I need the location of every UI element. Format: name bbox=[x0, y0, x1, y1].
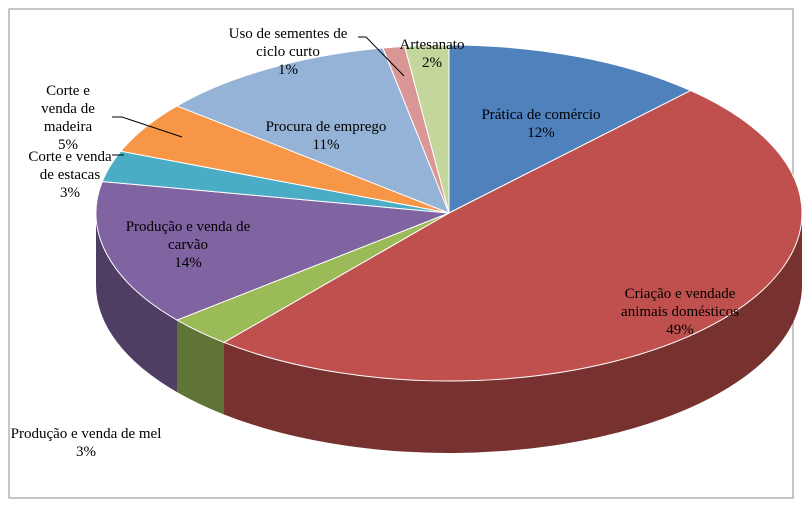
pie-slice bbox=[222, 89, 803, 382]
data-label: Produção e venda de carvão 14% bbox=[106, 218, 271, 272]
data-label: Uso de sementes de ciclo curto 1% bbox=[215, 25, 361, 79]
data-label: Produção e venda de mel 3% bbox=[7, 425, 165, 461]
pie-slice bbox=[175, 47, 450, 214]
category-label: Criação e vendade animais domésticos bbox=[621, 286, 739, 320]
pie-slice-side bbox=[177, 320, 224, 415]
data-label: Artesanato 2% bbox=[386, 36, 478, 72]
value-label: 2% bbox=[422, 55, 442, 71]
data-label: Prática de comércio 12% bbox=[461, 106, 621, 142]
pie-slice bbox=[95, 180, 450, 321]
leader-lines bbox=[112, 36, 405, 156]
pie-tops bbox=[95, 44, 803, 382]
data-label: Procura de emprego 11% bbox=[246, 118, 406, 154]
value-label: 12% bbox=[527, 125, 555, 141]
category-label: Corte e venda de estacas bbox=[28, 149, 112, 183]
pie-slice bbox=[404, 44, 450, 214]
value-label: 49% bbox=[666, 322, 694, 338]
value-label: 3% bbox=[60, 185, 80, 201]
value-label: 5% bbox=[58, 137, 78, 153]
leader-line bbox=[112, 116, 183, 138]
data-label: Corte e venda de madeira 5% bbox=[32, 82, 104, 154]
pie-slice-side bbox=[96, 213, 178, 393]
category-label: Corte e venda de madeira bbox=[41, 83, 95, 135]
pie-slice-side bbox=[223, 213, 803, 453]
category-label: Uso de sementes de ciclo curto bbox=[228, 26, 348, 60]
category-label: Prática de comércio bbox=[481, 107, 601, 123]
value-label: 1% bbox=[278, 62, 298, 78]
data-label: Corte e venda de estacas 3% bbox=[20, 148, 120, 202]
category-label: Procura de emprego bbox=[265, 119, 387, 135]
value-label: 3% bbox=[76, 444, 96, 460]
category-label: Produção e venda de carvão bbox=[125, 219, 251, 253]
leader-line bbox=[358, 36, 405, 77]
pie-sides bbox=[96, 213, 803, 453]
data-label: Criação e vendade animais domésticos 49% bbox=[605, 285, 755, 339]
category-label: Produção e venda de mel bbox=[10, 426, 162, 442]
pie-slice bbox=[448, 44, 692, 214]
value-label: 11% bbox=[312, 137, 340, 153]
category-label: Artesanato bbox=[399, 37, 465, 53]
value-label: 14% bbox=[174, 255, 202, 271]
